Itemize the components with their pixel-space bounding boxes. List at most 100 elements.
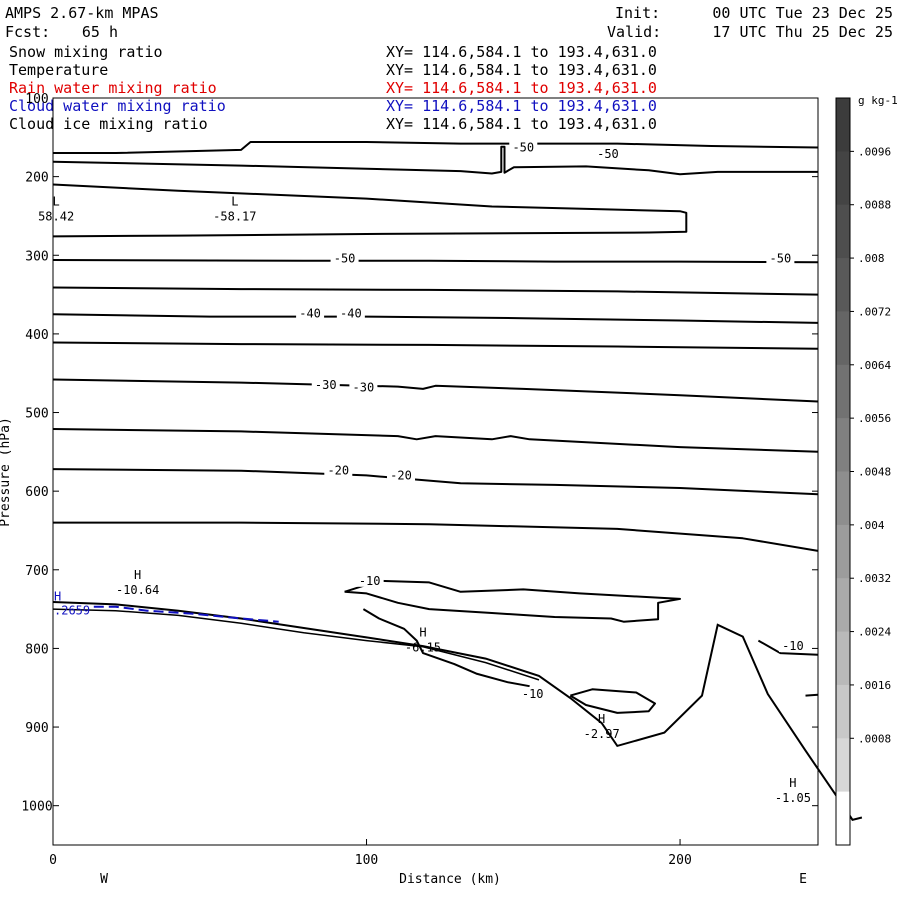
contour-label: -30: [353, 380, 375, 394]
field-name: Cloud water mixing ratio: [9, 97, 226, 115]
x-tick-label: 100: [355, 853, 378, 868]
colorbar-label: .0072: [858, 305, 891, 318]
contour-label-bg: [296, 306, 325, 320]
direction-west: W: [100, 872, 108, 887]
y-tick-label: 200: [25, 171, 48, 186]
contour-label-bg: [330, 251, 359, 265]
cloud-water-contours: H.2659: [54, 589, 279, 623]
isotherm-line: [52, 313, 819, 324]
model-title: AMPS 2.67-km MPAS: [5, 4, 159, 22]
contour-label: -20: [327, 464, 349, 478]
contour-label-bg: [778, 639, 807, 653]
extremum-kind: H: [134, 568, 141, 582]
y-tick-label: 500: [25, 407, 48, 422]
field-name: Snow mixing ratio: [9, 43, 163, 61]
isotherm-line: [805, 693, 819, 697]
y-tick-label: 800: [25, 642, 48, 657]
terrain-line: [52, 601, 863, 821]
contour-label: -10: [782, 639, 804, 653]
isotherm-line: [52, 259, 819, 264]
y-tick-label: 600: [25, 485, 48, 500]
cloud-water-line: [93, 605, 279, 623]
x-tick-label: 0: [49, 853, 57, 868]
contour-label: -50: [512, 141, 534, 155]
isotherm-line: [52, 286, 819, 296]
contour-label-bg: [387, 468, 416, 482]
contour-label: -40: [299, 306, 321, 320]
colorbar-swatch: [836, 258, 850, 312]
colorbar-swatch: [836, 204, 850, 259]
extremum-kind: H: [419, 626, 426, 640]
colorbar-swatch: [836, 791, 850, 846]
contour-label-bg: [324, 463, 353, 477]
y-tick-label: 100: [25, 92, 48, 107]
x-tick-label: 200: [668, 853, 691, 868]
colorbar-label: .0032: [858, 572, 891, 585]
fcst-label: Fcst:: [5, 23, 50, 41]
colorbar-label: .0088: [858, 199, 891, 212]
extremum-value: 58.42: [38, 210, 74, 224]
colorbar-swatch: [836, 471, 850, 526]
field-name: Temperature: [9, 61, 108, 79]
colorbar-label: .008: [858, 252, 885, 265]
field-xy: XY= 114.6,584.1 to 193.4,631.0: [386, 97, 657, 115]
cloud-water-extremum-h: H: [54, 589, 61, 603]
isotherm-line: [52, 468, 819, 496]
contour-label-bg: [311, 378, 340, 392]
y-tick-label: 1000: [21, 800, 52, 815]
contour-label: -50: [597, 147, 619, 161]
extremum-kind: H: [598, 712, 605, 726]
field-xy: XY= 114.6,584.1 to 193.4,631.0: [386, 43, 657, 61]
contour-label: -20: [390, 468, 412, 482]
cloud-water-extremum-value: .2659: [54, 604, 90, 618]
fcst-value: 65 h: [82, 23, 118, 41]
extremum-kind: L: [231, 195, 238, 209]
colorbar: .0096 .0088 .008 .0072 .0064 .0056 .0048 .004 .0…: [835, 94, 898, 846]
axes: 100 200 300 400 500 600 700 800 900 1000 0 100 200: [21, 92, 818, 868]
direction-east: E: [799, 872, 807, 887]
colorbar-swatch: [836, 738, 850, 793]
colorbar-swatch: [836, 418, 850, 472]
extremum-value: -1.05: [775, 791, 811, 805]
colorbar-swatch: [836, 364, 850, 419]
fields-legend: Snow mixing ratio XY= 114.6,584.1 to 193.…: [9, 43, 657, 133]
terrain-shell-line: [52, 608, 540, 681]
y-tick-label: 400: [25, 328, 48, 343]
isotherm-line: [757, 639, 819, 656]
contour-label: -50: [770, 251, 792, 265]
terrain: [52, 601, 863, 821]
isotherm-line: [53, 141, 819, 154]
colorbar-swatch: [836, 578, 850, 633]
contour-label-bg: [593, 146, 622, 160]
contour-label: -50: [334, 251, 356, 265]
field-xy: XY= 114.6,584.1 to 193.4,631.0: [386, 115, 657, 133]
colorbar-swatch: [836, 684, 850, 739]
field-xy: XY= 114.6,584.1 to 193.4,631.0: [386, 61, 657, 79]
colorbar-label: .0008: [858, 732, 891, 745]
isotherm-line: [52, 183, 688, 238]
colorbar-label: .0016: [858, 679, 891, 692]
init-label: Init:: [615, 4, 660, 22]
valid-value: 17 UTC Thu 25 Dec 25: [712, 23, 893, 41]
contour-label-bg: [518, 687, 547, 701]
y-tick-label: 700: [25, 564, 48, 579]
colorbar-label: .0056: [858, 412, 891, 425]
field-name: Cloud ice mixing ratio: [9, 115, 208, 133]
x-axis-title: Distance (km): [399, 872, 501, 887]
colorbar-swatch: [836, 151, 850, 206]
init-value: 00 UTC Tue 23 Dec 25: [712, 4, 893, 22]
colorbar-unit: g kg-1: [858, 94, 898, 107]
isotherm-line: [52, 428, 819, 453]
colorbar-swatch: [836, 631, 850, 686]
contour-label-bg: [766, 251, 795, 265]
colorbar-label: .0096: [858, 145, 891, 158]
extremum-kind: H: [789, 776, 796, 790]
contour-label-bg: [336, 306, 365, 320]
y-axis-title: Pressure (hPa): [0, 417, 13, 527]
contour-label: -10: [522, 687, 544, 701]
isotherm-line: [53, 521, 819, 552]
extrema-markers: L58.42L-58.17H-10.64H-6.15H-2.97H-1.05: [38, 195, 811, 805]
contour-labels: -50 -50 -50 -50 -40 -40 -30 -30 -20 -20 -10 -10 -10: [296, 140, 807, 701]
contour-label: -30: [315, 378, 337, 392]
